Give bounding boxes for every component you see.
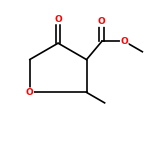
Text: O: O	[98, 17, 106, 26]
Text: O: O	[120, 37, 128, 46]
Text: O: O	[26, 88, 34, 97]
Text: O: O	[54, 15, 62, 24]
